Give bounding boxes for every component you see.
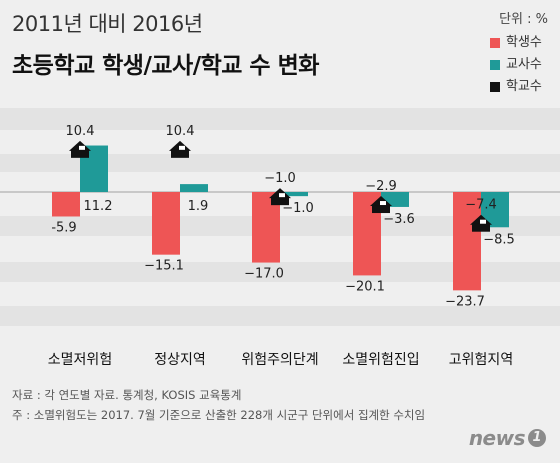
data-label-schools: −1.0 — [264, 171, 296, 186]
grid-band — [0, 108, 560, 130]
school-marker-flag — [480, 219, 486, 224]
brand-logo-text: news — [468, 426, 526, 450]
unit-label: 단위 : % — [499, 12, 548, 27]
chart-title-line1: 2011년 대비 2016년 — [12, 12, 203, 36]
bar-teachers — [280, 192, 308, 197]
data-label-teachers: 11.2 — [84, 199, 113, 214]
data-label-schools: −2.9 — [365, 179, 397, 194]
school-marker-flag — [380, 201, 386, 206]
bar-chart: -5.9 11.2 10.4 소멸저위험 −15.1 1.9 10.4 정상지역 −17.0 −1… — [0, 108, 560, 368]
school-marker-body — [472, 223, 490, 232]
legend-label-teachers: 교사수 — [506, 57, 542, 72]
category-label: 고위험지역 — [449, 352, 513, 368]
data-label-schools: 10.4 — [166, 124, 195, 139]
school-marker-body — [171, 149, 189, 158]
school-marker-body — [372, 205, 390, 214]
school-marker-flag — [79, 145, 85, 150]
data-label-students: −23.7 — [445, 294, 485, 309]
bar-students — [152, 192, 180, 255]
data-label-teachers: −3.6 — [383, 212, 415, 227]
legend-item-students: 학생수 — [490, 32, 542, 54]
bar-teachers — [180, 184, 208, 192]
school-marker-icon — [370, 196, 392, 214]
notes: 자료 : 각 연도별 자료. 통계청, KOSIS 교육통계 주 : 소멸위험도… — [12, 385, 425, 425]
legend-swatch-schools — [490, 82, 500, 92]
data-label-teachers: −8.5 — [483, 232, 515, 247]
grid-band — [0, 262, 560, 282]
bar-students — [52, 192, 80, 217]
legend-item-teachers: 교사수 — [490, 54, 542, 76]
category-label: 소멸위험진입 — [342, 352, 419, 368]
school-marker-icon — [169, 140, 191, 158]
category-label: 정상지역 — [154, 352, 206, 368]
legend-label-students: 학생수 — [506, 35, 542, 50]
school-marker-flag — [179, 145, 185, 150]
grid-band — [0, 306, 560, 326]
school-marker-icon — [470, 214, 492, 232]
data-label-teachers: −1.0 — [282, 201, 314, 216]
data-label-schools: −7.4 — [465, 198, 497, 213]
category-label: 위험주의단계 — [241, 352, 318, 368]
school-marker-icon — [69, 140, 91, 158]
legend-label-schools: 학교수 — [506, 79, 542, 94]
data-label-students: −15.1 — [144, 259, 184, 274]
school-marker-flag — [279, 193, 285, 198]
bar-students — [453, 192, 481, 291]
data-label-students: -5.9 — [51, 220, 76, 235]
school-marker-body — [271, 197, 289, 206]
category-label: 소멸저위험 — [48, 352, 112, 368]
legend: 학생수 교사수 학교수 — [490, 32, 542, 98]
data-label-students: −20.1 — [345, 279, 385, 294]
legend-swatch-students — [490, 38, 500, 48]
data-label-students: −17.0 — [244, 267, 284, 282]
school-marker-body — [71, 149, 89, 158]
grid-band — [0, 154, 560, 172]
school-marker-icon — [269, 188, 291, 206]
brand-logo-mark: 1 — [528, 429, 546, 447]
data-label-schools: 10.4 — [66, 124, 95, 139]
legend-swatch-teachers — [490, 60, 500, 70]
footnote: 주 : 소멸위험도는 2017. 7월 기준으로 산출한 228개 시군구 단위… — [12, 408, 426, 422]
legend-item-schools: 학교수 — [490, 76, 542, 98]
chart-title-line2: 초등학교 학생/교사/학교 수 변화 — [12, 53, 319, 79]
brand-logo: news 1 — [469, 426, 546, 450]
data-label-teachers: 1.9 — [188, 199, 209, 214]
source-note: 자료 : 각 연도별 자료. 통계청, KOSIS 교육통계 — [12, 388, 242, 402]
